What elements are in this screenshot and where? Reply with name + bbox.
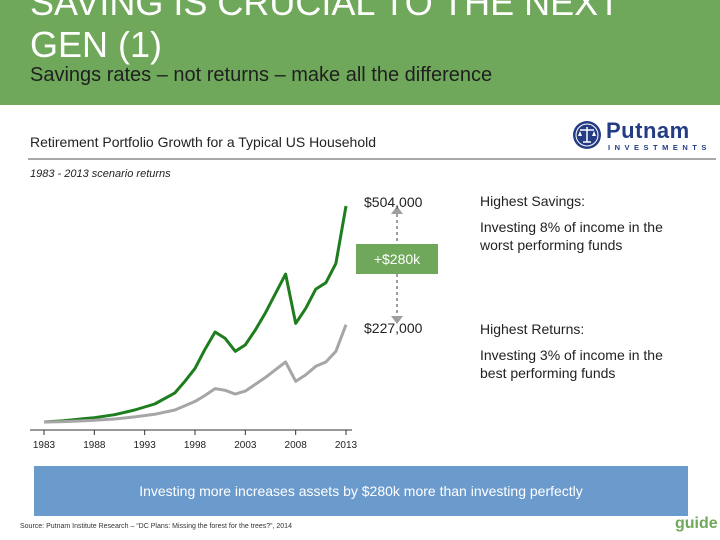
logo-name: Putnam (606, 118, 690, 143)
high-value-label: $504,000 (364, 194, 423, 210)
page-title: SAVING IS CRUCIAL TO THE NEXT GEN (1) (30, 0, 621, 65)
page-subtitle: Savings rates – not returns – make all t… (30, 64, 493, 86)
x-tick-label: 1998 (184, 440, 207, 451)
logo-tagline: INVESTMENTS (608, 143, 711, 152)
highest-returns-heading: Highest Returns: (480, 321, 585, 337)
conclusion-banner: Investing more increases assets by $280k… (34, 466, 688, 516)
highest-returns-line (43, 324, 348, 424)
title-divider (28, 158, 716, 160)
guide-logo: guide (675, 515, 718, 533)
difference-badge: +$280k (356, 244, 438, 274)
header-banner: SAVING IS CRUCIAL TO THE NEXT GEN (1) Sa… (0, 0, 720, 105)
x-ticks: 1983 1988 1993 1998 2003 2008 2013 (33, 430, 358, 451)
x-tick-label: 1993 (134, 440, 157, 451)
putnam-logo: Putnam INVESTMENTS (572, 118, 712, 154)
series-layer (43, 205, 348, 424)
scenario-note: 1983 - 2013 scenario returns (30, 168, 171, 180)
chart-title: Retirement Portfolio Growth for a Typica… (30, 134, 377, 150)
source-note: Source: Putnam Institute Research – “DC … (20, 523, 292, 530)
highest-returns-panel: Highest Returns: Investing 3% of income … (480, 320, 680, 382)
low-value-label: $227,000 (364, 320, 423, 336)
x-tick-label: 2008 (285, 440, 308, 451)
x-tick-label: 1983 (33, 440, 56, 451)
highest-savings-text: Investing 8% of income in the worst perf… (480, 219, 663, 253)
putnam-seal-icon (573, 121, 601, 149)
highest-returns-text: Investing 3% of income in the best perfo… (480, 347, 663, 381)
x-tick-label: 2013 (335, 440, 358, 451)
highest-savings-panel: Highest Savings: Investing 8% of income … (480, 192, 700, 254)
guide-logo-part-b: de (699, 515, 718, 532)
guide-logo-part-a: gui (675, 515, 699, 532)
highest-savings-line (43, 205, 348, 424)
x-tick-label: 2003 (234, 440, 257, 451)
highest-savings-heading: Highest Savings: (480, 193, 586, 209)
x-tick-label: 1988 (83, 440, 106, 451)
